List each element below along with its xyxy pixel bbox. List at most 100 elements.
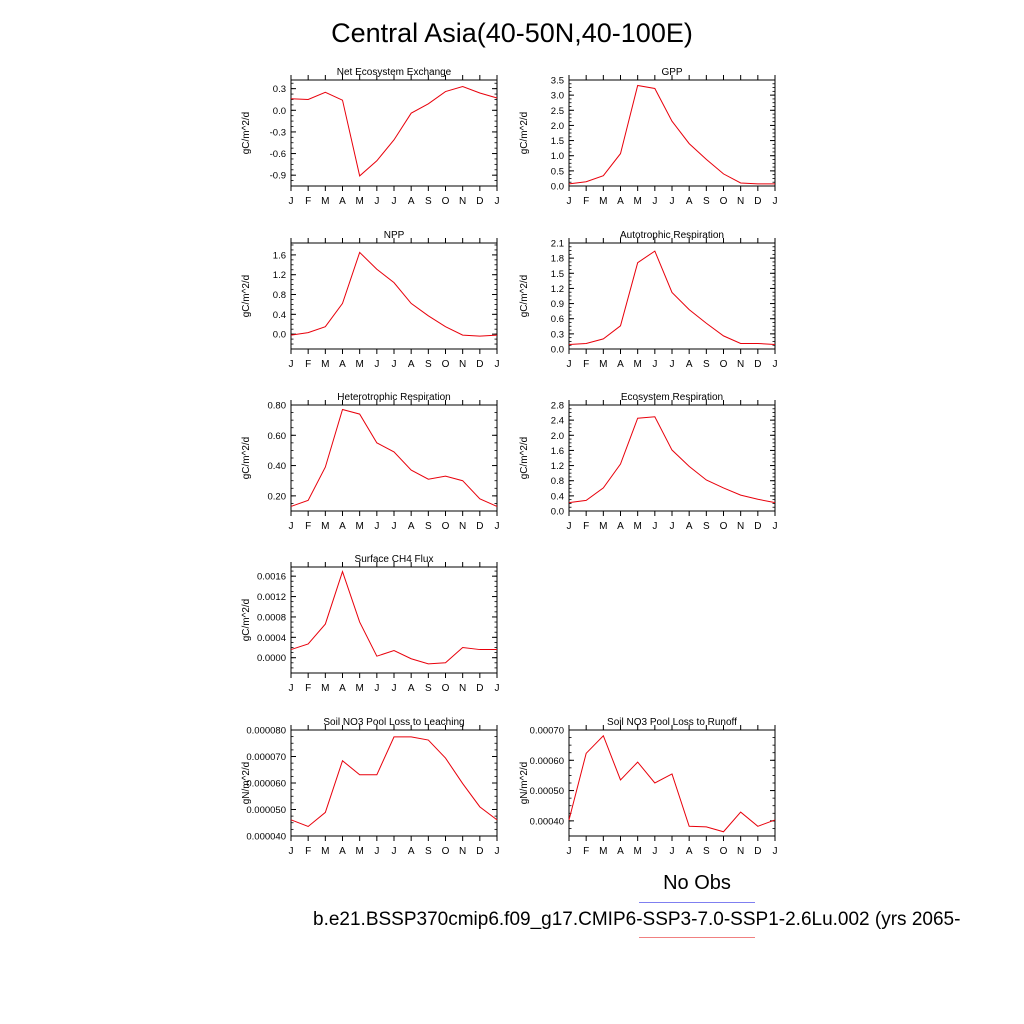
x-tick-label: M [355, 196, 363, 207]
y-tick-label: 0.000040 [246, 832, 286, 843]
x-tick-label: N [459, 359, 466, 370]
x-tick-label: J [374, 846, 379, 857]
x-tick-label: O [442, 521, 450, 532]
y-tick-label: 0.4 [273, 310, 286, 321]
x-tick-label: S [703, 521, 710, 532]
y-tick-label: 0.00060 [530, 756, 564, 767]
x-tick-label: O [442, 196, 450, 207]
x-tick-label: S [425, 196, 432, 207]
y-axis-label: gC/m^2/d [241, 112, 252, 155]
y-tick-label: 1.8 [551, 254, 564, 265]
x-tick-label: M [321, 846, 329, 857]
x-tick-label: D [754, 846, 761, 857]
y-tick-label: 0.40 [268, 461, 287, 472]
y-tick-label: 2.1 [551, 239, 564, 250]
x-tick-label: D [476, 683, 483, 694]
y-tick-label: -0.9 [270, 171, 286, 182]
x-tick-label: F [583, 846, 589, 857]
x-tick-label: J [289, 521, 294, 532]
x-tick-label: J [289, 359, 294, 370]
x-tick-label: J [392, 521, 397, 532]
x-tick-label: F [583, 521, 589, 532]
plot-frame [290, 729, 498, 837]
data-line [568, 734, 776, 833]
panel-title: Autotrophic Respiration [620, 230, 724, 241]
y-tick-label: -0.6 [270, 149, 286, 160]
y-tick-label: 0.5 [551, 166, 564, 177]
x-tick-label: S [703, 359, 710, 370]
data-line [290, 85, 498, 177]
x-tick-label: J [495, 196, 500, 207]
figure-title: Central Asia(40-50N,40-100E) [331, 18, 693, 48]
y-axis-label: gC/m^2/d [519, 112, 530, 155]
x-tick-label: A [339, 196, 346, 207]
y-tick-label: 0.3 [273, 84, 286, 95]
x-tick-label: O [442, 846, 450, 857]
y-tick-label: 1.6 [273, 250, 286, 261]
y-tick-label: 1.6 [551, 446, 564, 457]
y-tick-label: 0.000080 [246, 726, 286, 737]
x-tick-label: J [773, 521, 778, 532]
y-tick-label: 0.0000 [257, 653, 286, 664]
y-tick-label: 1.2 [551, 461, 564, 472]
x-tick-label: A [339, 359, 346, 370]
plot-frame [290, 566, 498, 674]
x-tick-label: J [670, 521, 675, 532]
y-tick-label: 0.0012 [257, 592, 286, 603]
plot-frame [568, 729, 776, 837]
x-tick-label: A [686, 359, 693, 370]
panel-title: Ecosystem Respiration [621, 392, 723, 403]
x-tick-label: N [459, 196, 466, 207]
x-tick-label: J [289, 846, 294, 857]
y-tick-label: 1.5 [551, 269, 564, 280]
plot-frame [568, 404, 776, 512]
y-tick-label: 3.0 [551, 91, 564, 102]
plot-frame [290, 242, 498, 350]
x-tick-label: O [442, 359, 450, 370]
x-tick-label: O [720, 846, 728, 857]
x-tick-label: D [476, 521, 483, 532]
y-tick-label: -0.3 [270, 127, 286, 138]
x-tick-label: N [737, 521, 744, 532]
x-tick-label: A [408, 521, 415, 532]
x-tick-label: A [617, 521, 624, 532]
y-tick-label: 0.4 [551, 491, 564, 502]
x-tick-label: F [305, 521, 311, 532]
panel-title: Soil NO3 Pool Loss to Leaching [323, 717, 464, 728]
x-tick-label: J [567, 846, 572, 857]
panel-title: GPP [661, 67, 682, 78]
x-tick-label: J [374, 521, 379, 532]
data-line [568, 250, 776, 345]
x-tick-label: M [321, 359, 329, 370]
y-tick-label: 0.000070 [246, 752, 286, 763]
y-tick-label: 0.80 [268, 401, 287, 412]
y-tick-label: 1.5 [551, 136, 564, 147]
x-tick-label: J [392, 683, 397, 694]
x-tick-label: M [321, 521, 329, 532]
x-tick-label: O [442, 683, 450, 694]
chart-panel-4: Autotrophic Respiration gC/m^2/d 0.0 0.3 0.6… [519, 230, 778, 370]
legend-label: No Obs [663, 872, 731, 894]
plot-frame [568, 79, 776, 187]
x-tick-label: M [633, 846, 641, 857]
x-tick-label: A [617, 359, 624, 370]
y-tick-label: 0.0004 [257, 633, 286, 644]
chart-panel-1: Net Ecosystem Exchange gC/m^2/d -0.9 -0.6 -0… [241, 67, 500, 207]
data-line [290, 251, 498, 337]
y-tick-label: 2.4 [551, 416, 564, 427]
x-tick-label: M [321, 196, 329, 207]
x-tick-label: M [355, 683, 363, 694]
x-tick-label: A [408, 846, 415, 857]
x-tick-label: A [617, 846, 624, 857]
x-tick-label: J [652, 846, 657, 857]
x-tick-label: N [459, 521, 466, 532]
y-axis-label: gN/m^2/d [519, 762, 530, 805]
x-tick-label: A [408, 359, 415, 370]
x-tick-label: J [773, 359, 778, 370]
x-tick-label: A [339, 683, 346, 694]
chart-panel-5: Heterotrophic Respiration gC/m^2/d 0.20 0.4… [241, 392, 500, 532]
x-tick-label: M [599, 521, 607, 532]
y-axis-label: gN/m^2/d [241, 762, 252, 805]
legend-line-blue [639, 902, 755, 903]
y-tick-label: 0.8 [273, 290, 286, 301]
